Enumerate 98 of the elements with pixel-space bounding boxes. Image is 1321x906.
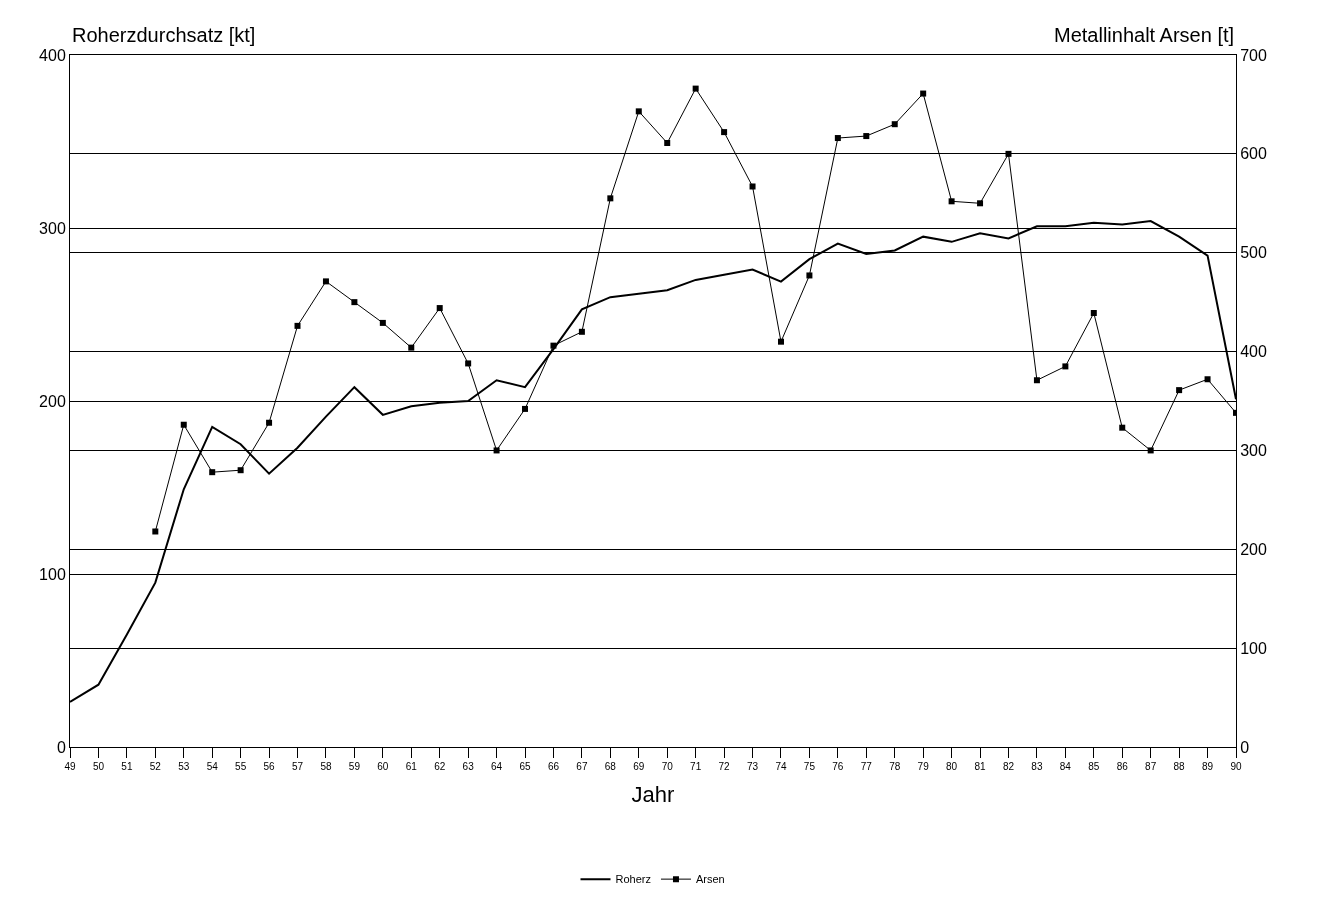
x-tick-label: 55 bbox=[235, 761, 247, 772]
point bbox=[1062, 363, 1069, 370]
y-tick-label: 0 bbox=[56, 738, 66, 756]
y2-tick-label: 500 bbox=[1240, 244, 1267, 262]
x-tick-label: 51 bbox=[121, 761, 133, 772]
x-tick-label: 81 bbox=[974, 761, 987, 772]
point bbox=[607, 195, 614, 202]
point bbox=[294, 322, 301, 329]
point bbox=[436, 305, 443, 312]
x-tick-label: 71 bbox=[690, 761, 702, 772]
point bbox=[692, 85, 699, 92]
x-tick-label: 75 bbox=[803, 761, 816, 772]
x-tick-label: 84 bbox=[1059, 761, 1072, 772]
x-tick-label: 65 bbox=[519, 761, 532, 772]
x-tick-label: 66 bbox=[547, 761, 560, 772]
x-tick-label: 79 bbox=[917, 761, 930, 772]
legend-label: Arsen bbox=[695, 873, 725, 886]
point bbox=[578, 328, 585, 335]
y2-tick-label: 400 bbox=[1240, 343, 1267, 361]
y2-tick-label: 600 bbox=[1240, 145, 1267, 163]
x-tick-label: 60 bbox=[377, 761, 389, 772]
point bbox=[749, 183, 756, 190]
x-tick-label: 61 bbox=[405, 761, 418, 772]
x-tick-label: 70 bbox=[661, 761, 674, 772]
y-tick-label: 300 bbox=[39, 219, 66, 237]
x-tick-label: 74 bbox=[775, 761, 787, 772]
y2-tick-label: 100 bbox=[1240, 639, 1267, 657]
point bbox=[465, 360, 472, 367]
point bbox=[635, 108, 642, 115]
point bbox=[721, 129, 728, 136]
x-tick-label: 68 bbox=[604, 761, 617, 772]
y-tick-label: 200 bbox=[39, 392, 66, 410]
point bbox=[522, 405, 529, 412]
point bbox=[920, 90, 927, 97]
x-tick-label: 52 bbox=[149, 761, 162, 772]
point bbox=[180, 421, 187, 428]
y2-tick-label: 200 bbox=[1240, 540, 1267, 558]
y-axis-title: Roherzdurchsatz [kt] bbox=[72, 24, 256, 46]
point bbox=[834, 135, 841, 142]
x-tick-label: 89 bbox=[1202, 761, 1214, 772]
x-axis-title: Jahr bbox=[631, 781, 675, 807]
point bbox=[152, 528, 159, 535]
y2-tick-label: 700 bbox=[1240, 46, 1267, 64]
point bbox=[948, 198, 955, 205]
x-tick-label: 53 bbox=[178, 761, 190, 772]
point bbox=[1176, 387, 1183, 394]
x-tick-label: 63 bbox=[462, 761, 475, 772]
x-tick-label: 49 bbox=[64, 761, 76, 772]
x-tick-label: 69 bbox=[633, 761, 645, 772]
point bbox=[1033, 377, 1040, 384]
point bbox=[237, 467, 244, 474]
x-tick-label: 59 bbox=[348, 761, 361, 772]
point bbox=[1147, 447, 1154, 454]
point bbox=[351, 299, 358, 306]
y-tick-label: 100 bbox=[39, 565, 66, 583]
point bbox=[408, 344, 415, 351]
x-tick-label: 90 bbox=[1230, 761, 1242, 772]
point bbox=[777, 338, 784, 345]
x-tick-label: 58 bbox=[320, 761, 332, 772]
point bbox=[209, 469, 216, 476]
x-tick-label: 77 bbox=[860, 761, 873, 772]
x-tick-label: 54 bbox=[206, 761, 219, 772]
y2-axis-title: Metallinhalt Arsen [t] bbox=[1054, 24, 1235, 46]
point bbox=[266, 419, 273, 426]
point bbox=[1204, 376, 1211, 383]
x-tick-label: 67 bbox=[576, 761, 588, 772]
y-tick-label: 400 bbox=[39, 46, 66, 64]
point bbox=[322, 278, 329, 285]
x-tick-label: 82 bbox=[1002, 761, 1015, 772]
x-tick-label: 88 bbox=[1173, 761, 1186, 772]
point bbox=[1005, 150, 1012, 157]
x-tick-label: 85 bbox=[1088, 761, 1100, 772]
x-tick-label: 73 bbox=[746, 761, 759, 772]
x-tick-label: 72 bbox=[718, 761, 731, 772]
y2-tick-label: 0 bbox=[1240, 738, 1250, 756]
x-tick-label: 80 bbox=[946, 761, 958, 772]
point bbox=[891, 121, 898, 128]
point bbox=[493, 447, 500, 454]
point bbox=[664, 139, 671, 146]
point bbox=[806, 272, 813, 279]
x-tick-label: 64 bbox=[491, 761, 503, 772]
x-tick-label: 86 bbox=[1116, 761, 1129, 772]
x-tick-label: 50 bbox=[92, 761, 105, 772]
point bbox=[550, 342, 557, 349]
x-tick-label: 62 bbox=[434, 761, 446, 772]
x-tick-label: 87 bbox=[1145, 761, 1157, 772]
point bbox=[1090, 310, 1097, 317]
x-tick-label: 56 bbox=[263, 761, 276, 772]
point bbox=[977, 200, 984, 207]
y2-tick-label: 300 bbox=[1240, 442, 1267, 460]
point bbox=[1119, 424, 1126, 431]
point bbox=[863, 133, 870, 140]
x-tick-label: 57 bbox=[291, 761, 304, 772]
legend-label: Roherz bbox=[615, 873, 651, 886]
point bbox=[379, 319, 386, 326]
x-tick-label: 76 bbox=[832, 761, 844, 772]
x-tick-label: 78 bbox=[889, 761, 901, 772]
x-tick-label: 83 bbox=[1031, 761, 1043, 772]
